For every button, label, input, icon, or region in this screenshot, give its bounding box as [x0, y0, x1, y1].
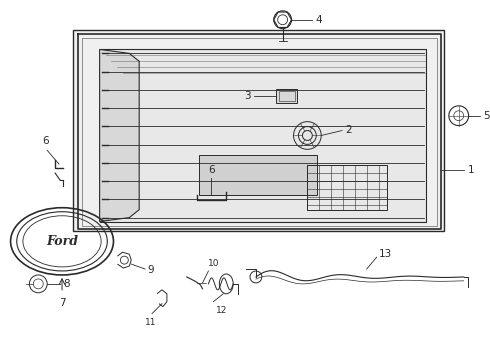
- Polygon shape: [99, 49, 426, 221]
- Text: 7: 7: [59, 298, 65, 308]
- Text: 11: 11: [146, 318, 157, 327]
- Text: 9: 9: [147, 265, 154, 275]
- Text: 2: 2: [345, 125, 352, 135]
- Text: 13: 13: [379, 249, 392, 259]
- Text: 12: 12: [217, 306, 228, 315]
- Text: Ford: Ford: [46, 235, 78, 248]
- Text: 10: 10: [208, 259, 220, 268]
- Text: 6: 6: [42, 136, 49, 147]
- FancyBboxPatch shape: [276, 89, 297, 103]
- Text: 8: 8: [63, 279, 70, 289]
- Polygon shape: [99, 49, 139, 221]
- Text: 3: 3: [245, 91, 251, 101]
- Text: 4: 4: [315, 15, 322, 25]
- Text: 1: 1: [467, 165, 474, 175]
- Text: 5: 5: [484, 111, 490, 121]
- Text: 6: 6: [208, 165, 215, 175]
- Polygon shape: [73, 30, 444, 231]
- FancyBboxPatch shape: [198, 155, 317, 195]
